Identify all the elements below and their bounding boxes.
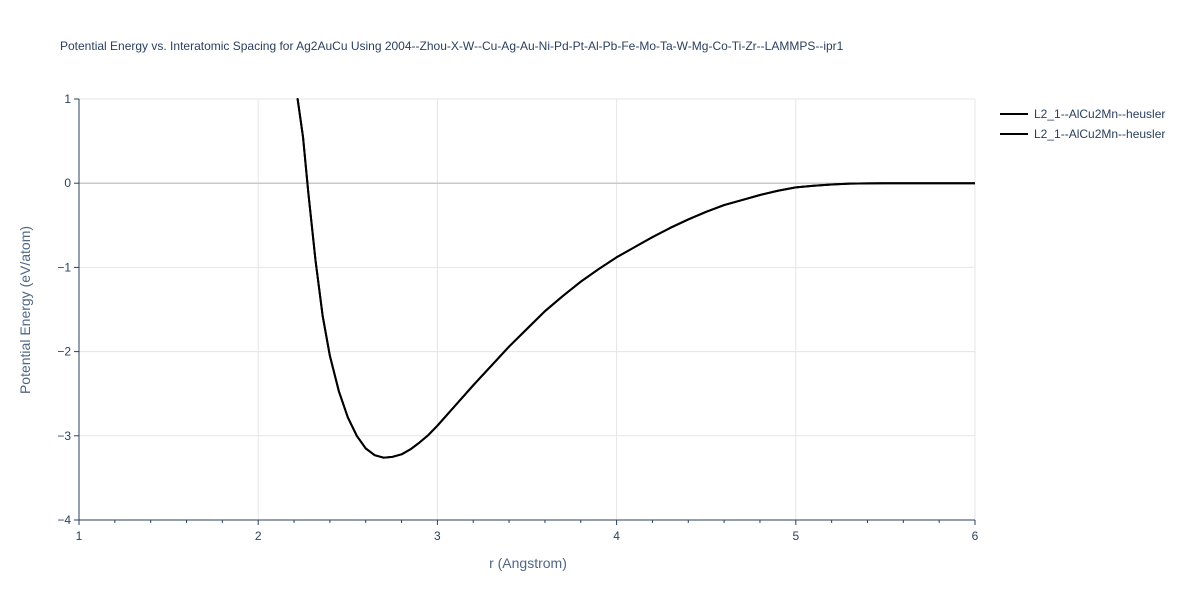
chart-title: Potential Energy vs. Interatomic Spacing… [60,39,844,53]
y-tick-label: 1 [64,92,71,106]
series-layer [296,98,975,459]
series-line-2 [296,98,975,459]
y-tick-label: 0 [64,176,71,190]
y-tick-label: −4 [57,513,71,527]
x-tick-label: 1 [76,529,83,543]
y-tick-label: −2 [57,345,71,359]
legend-item-1[interactable]: L2_1--AlCu2Mn--heusler [1000,107,1165,121]
legend-label: L2_1--AlCu2Mn--heusler [1034,107,1165,121]
legend-item-2[interactable]: L2_1--AlCu2Mn--heusler [1000,127,1165,141]
legend: L2_1--AlCu2Mn--heusler L2_1--AlCu2Mn--heu… [1000,107,1165,141]
legend-label: L2_1--AlCu2Mn--heusler [1034,127,1165,141]
x-tick-label: 4 [613,529,620,543]
x-tick-label: 5 [792,529,799,543]
x-tick-label: 6 [972,529,979,543]
y-tick-label: −3 [57,429,71,443]
y-tick-label: −1 [57,260,71,274]
grid-layer [79,98,976,520]
axis-layer: 1 2 3 4 5 6 −4 −3 −2 −1 0 1 [57,92,978,543]
x-axis-title: r (Angstrom) [489,555,567,571]
x-tick-label: 3 [434,529,441,543]
y-axis-title: Potential Energy (eV/atom) [17,226,33,394]
x-tick-label: 2 [255,529,262,543]
